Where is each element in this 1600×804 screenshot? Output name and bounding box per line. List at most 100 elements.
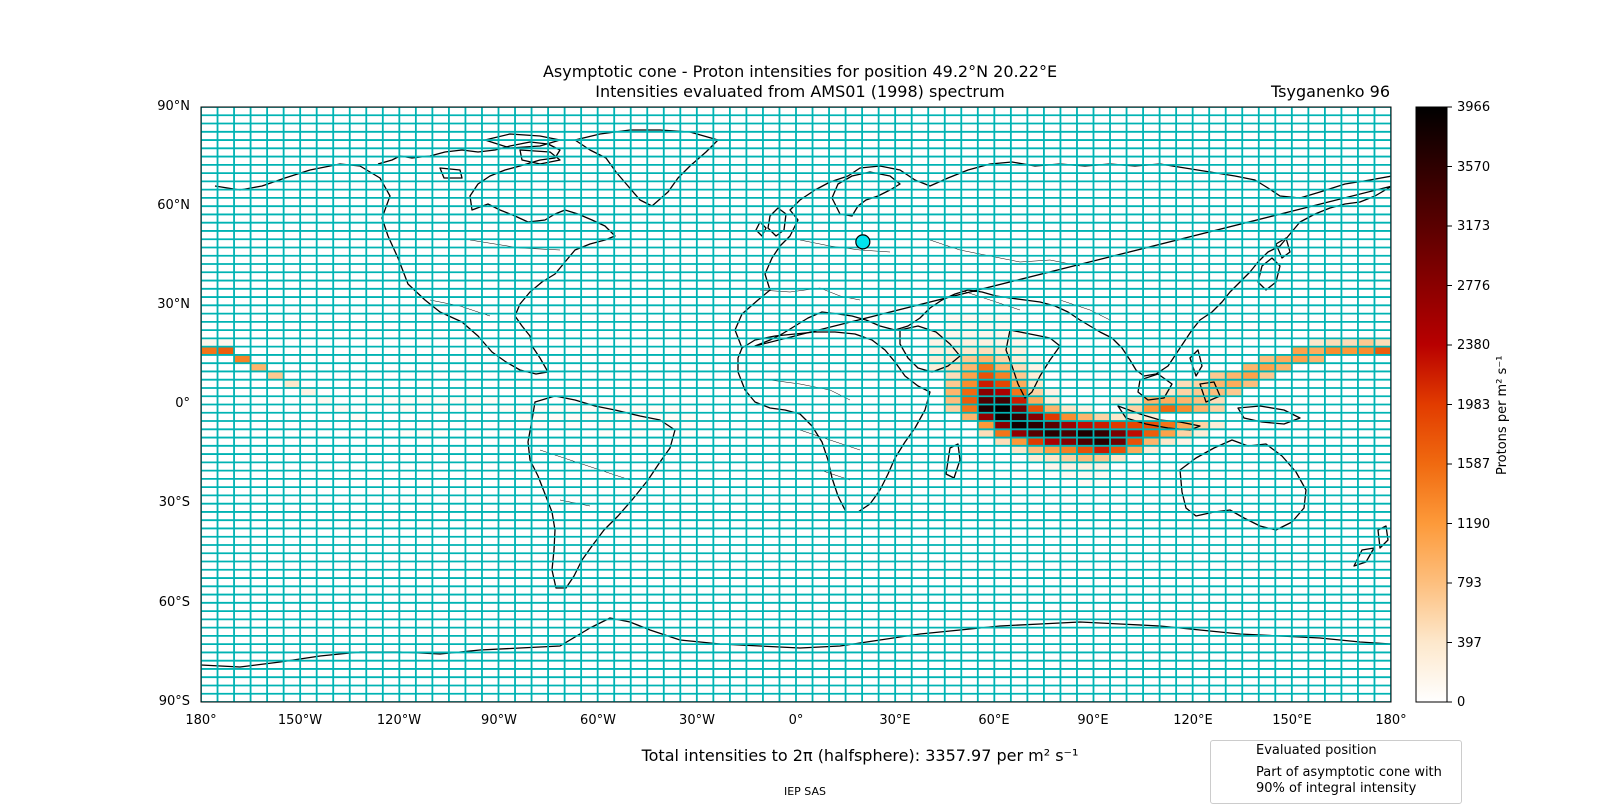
intensity-cell — [399, 429, 416, 438]
intensity-cell — [1076, 470, 1094, 479]
lat-label: 90°N — [157, 99, 190, 114]
intensity-cell — [1176, 421, 1193, 430]
intensity-cell — [234, 354, 251, 364]
intensity-cell — [1027, 412, 1044, 422]
colorbar-tick-label: 1190 — [1457, 517, 1491, 532]
intensity-cell — [448, 396, 466, 405]
intensity-cell — [994, 330, 1011, 339]
intensity-cell — [1209, 404, 1226, 413]
intensity-cell — [283, 379, 301, 388]
intensity-cell — [531, 421, 549, 430]
intensity-cell — [1043, 445, 1061, 455]
intensity-cell — [1159, 429, 1177, 438]
intensity-cell — [1209, 379, 1226, 388]
intensity-cell — [630, 429, 648, 438]
intensity-cell — [944, 321, 962, 331]
intensity-cell — [1209, 421, 1226, 430]
intensity-cell — [994, 363, 1011, 372]
lon-label: 30°W — [679, 713, 715, 728]
intensity-cell — [1076, 462, 1094, 471]
intensity-cell — [630, 412, 648, 422]
colorbar-label: Protons per m² s⁻¹ — [1495, 355, 1510, 475]
intensity-cell — [1291, 354, 1309, 364]
intensity-cell — [1010, 421, 1028, 430]
intensity-cell — [944, 371, 962, 380]
intensity-cell — [614, 404, 631, 413]
british-isles — [755, 207, 787, 237]
intensity-cell — [1043, 429, 1061, 438]
intensity-cell — [1357, 346, 1375, 355]
intensity-cell — [217, 338, 235, 347]
intensity-cell — [515, 404, 532, 413]
intensity-cell — [250, 363, 268, 372]
intensity-cell — [597, 429, 615, 438]
intensity-cell — [581, 412, 598, 422]
intensity-cell — [994, 371, 1011, 380]
total-intensity: Total intensities to 2π (halfsphere): 33… — [641, 746, 1079, 765]
legend-cone-label-2: 90% of integral intensity — [1256, 781, 1417, 796]
intensity-cell — [961, 387, 978, 397]
intensity-cell — [977, 354, 995, 364]
intensity-cell — [1176, 396, 1193, 405]
intensity-cell — [977, 412, 995, 422]
lon-label: 120°E — [1173, 713, 1213, 728]
intensity-cell — [1027, 421, 1044, 430]
intensity-cell — [944, 396, 962, 405]
intensity-cell — [1010, 346, 1028, 355]
intensity-cell — [647, 412, 664, 422]
intensity-cell — [515, 412, 532, 422]
intensity-cell — [1258, 354, 1276, 364]
intensity-cell — [1126, 437, 1144, 446]
intensity-cell — [961, 371, 978, 380]
colorbar — [1415, 106, 1448, 703]
intensity-cell — [1027, 387, 1044, 397]
intensity-cell — [1143, 445, 1160, 455]
intensity-cell — [1093, 412, 1111, 422]
intensity-cell — [564, 421, 582, 430]
intensity-cell — [1010, 437, 1028, 446]
intensity-cell — [1076, 412, 1094, 422]
intensity-cell — [663, 421, 681, 430]
intensity-cell — [1010, 387, 1028, 397]
intensity-cell — [1027, 363, 1044, 372]
intensity-cell — [1159, 437, 1177, 446]
lon-label: 180° — [1375, 713, 1407, 728]
intensity-cells — [201, 313, 1391, 488]
intensity-cell — [1027, 437, 1044, 446]
footer-credit: IEP SAS — [783, 785, 827, 798]
intensity-cell — [1010, 396, 1028, 405]
intensity-cell — [349, 412, 367, 422]
intensity-cell — [928, 354, 945, 364]
map-frame — [200, 106, 1392, 703]
intensity-cell — [1126, 396, 1144, 405]
intensity-cell — [994, 421, 1011, 430]
intensity-cell — [1176, 387, 1193, 397]
intensity-cell — [1076, 445, 1094, 455]
intensity-cell — [994, 396, 1011, 405]
intensity-cell — [1043, 437, 1061, 446]
colorbar-tick-label: 793 — [1457, 576, 1482, 591]
greenland-coast — [574, 129, 719, 207]
lon-label: 120°W — [376, 713, 422, 728]
intensity-cell — [548, 404, 565, 413]
africa-coast — [737, 331, 931, 513]
intensity-cell — [1192, 396, 1210, 405]
chart-subtitle: Intensities evaluated from AMS01 (1998) … — [595, 82, 1005, 101]
intensity-cell — [1275, 363, 1292, 372]
intensity-cell — [961, 330, 978, 339]
intensity-cell — [1192, 404, 1210, 413]
intensity-cell — [564, 412, 582, 422]
intensity-cell — [977, 371, 995, 380]
intensity-cell — [994, 321, 1011, 331]
intensity-cell — [1126, 404, 1144, 413]
intensity-cell — [944, 363, 962, 372]
intensity-cell — [1242, 363, 1259, 372]
intensity-cell — [1076, 454, 1094, 463]
intensity-cell — [1093, 462, 1111, 471]
intensity-cell — [481, 396, 499, 405]
intensity-cell — [1060, 437, 1077, 446]
intensity-cell — [564, 404, 582, 413]
lat-label: 30°N — [157, 297, 190, 312]
intensity-cell — [1275, 354, 1292, 364]
